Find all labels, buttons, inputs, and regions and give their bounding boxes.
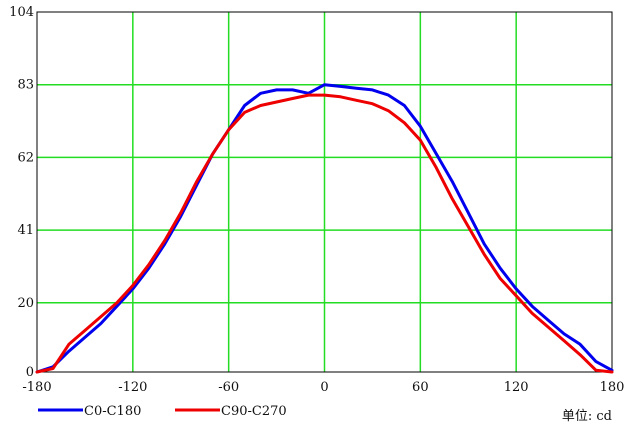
- unit-label: 单位: cd: [562, 409, 612, 424]
- legend: C0-C180 C90-C270: [38, 404, 287, 419]
- tick-labels: -180 -120 -60 0 60 120 180 0 20 41 62 83 104: [9, 5, 624, 395]
- x-tick-label: -120: [118, 380, 147, 395]
- series-line-c90-c270: [35, 93, 614, 374]
- plot-area-frame: [36, 11, 613, 373]
- x-tick-label: 60: [412, 380, 429, 395]
- y-tick-label: 104: [9, 5, 34, 20]
- x-tick-label: 120: [504, 380, 529, 395]
- y-tick-label: 0: [26, 365, 34, 380]
- legend-label: C90-C270: [221, 404, 287, 419]
- y-tick-label: 20: [17, 296, 34, 311]
- x-tick-label: -60: [218, 380, 239, 395]
- x-tick-label: -180: [22, 380, 51, 395]
- legend-label: C0-C180: [84, 404, 141, 419]
- x-tick-label: 0: [320, 380, 328, 395]
- series-lines: [35, 83, 614, 374]
- y-tick-label: 62: [17, 150, 34, 165]
- series-line-c0-c180: [35, 83, 614, 374]
- grid: [37, 12, 612, 372]
- y-tick-label: 83: [17, 78, 34, 93]
- x-tick-label: 180: [600, 380, 625, 395]
- y-tick-label: 41: [17, 223, 34, 238]
